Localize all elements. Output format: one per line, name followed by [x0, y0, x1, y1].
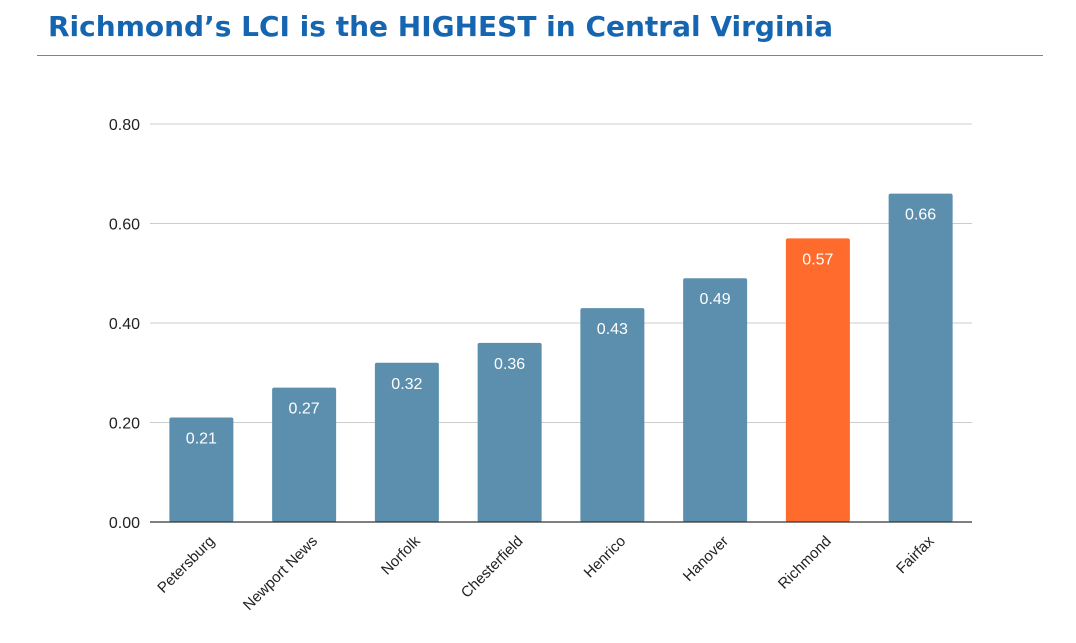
x-tick-label: Richmond: [775, 533, 835, 593]
y-tick-label: 0.00: [109, 515, 140, 532]
bar-hanover: [683, 278, 748, 522]
bar-richmond: [785, 238, 850, 523]
y-tick-label: 0.80: [109, 117, 140, 134]
data-label: 0.27: [289, 401, 320, 418]
x-tick-label: Petersburg: [154, 533, 218, 597]
x-tick-label: Newport News: [240, 533, 321, 614]
page-title: Richmond’s LCI is the HIGHEST in Central…: [48, 10, 833, 43]
x-tick-label: Henrico: [581, 533, 630, 582]
y-tick-label: 0.60: [109, 217, 140, 234]
bar-henrico: [580, 308, 645, 522]
y-tick-label: 0.20: [109, 416, 140, 433]
data-label: 0.57: [802, 251, 833, 268]
bar-norfolk: [374, 362, 439, 522]
x-tick-label: Hanover: [680, 533, 732, 585]
y-tick-label: 0.40: [109, 316, 140, 333]
title-divider: [37, 55, 1043, 56]
bar-petersburg: [169, 417, 234, 522]
x-tick-label: Chesterfield: [458, 533, 527, 602]
x-tick-label: Norfolk: [378, 532, 424, 578]
x-tick-label: Fairfax: [893, 532, 938, 577]
data-label: 0.32: [391, 376, 422, 393]
bars: [169, 193, 953, 523]
data-label: 0.66: [905, 207, 936, 224]
bar-newport-news: [272, 387, 337, 522]
bar-chesterfield: [477, 342, 542, 522]
data-label: 0.21: [186, 431, 217, 448]
bar-fairfax: [888, 193, 953, 522]
data-label: 0.43: [597, 321, 628, 338]
data-label: 0.36: [494, 356, 525, 373]
data-labels: 0.21 0.27 0.32 0.36 0.43 0.49 0.57 0.66: [186, 207, 936, 448]
data-label: 0.49: [700, 291, 731, 308]
